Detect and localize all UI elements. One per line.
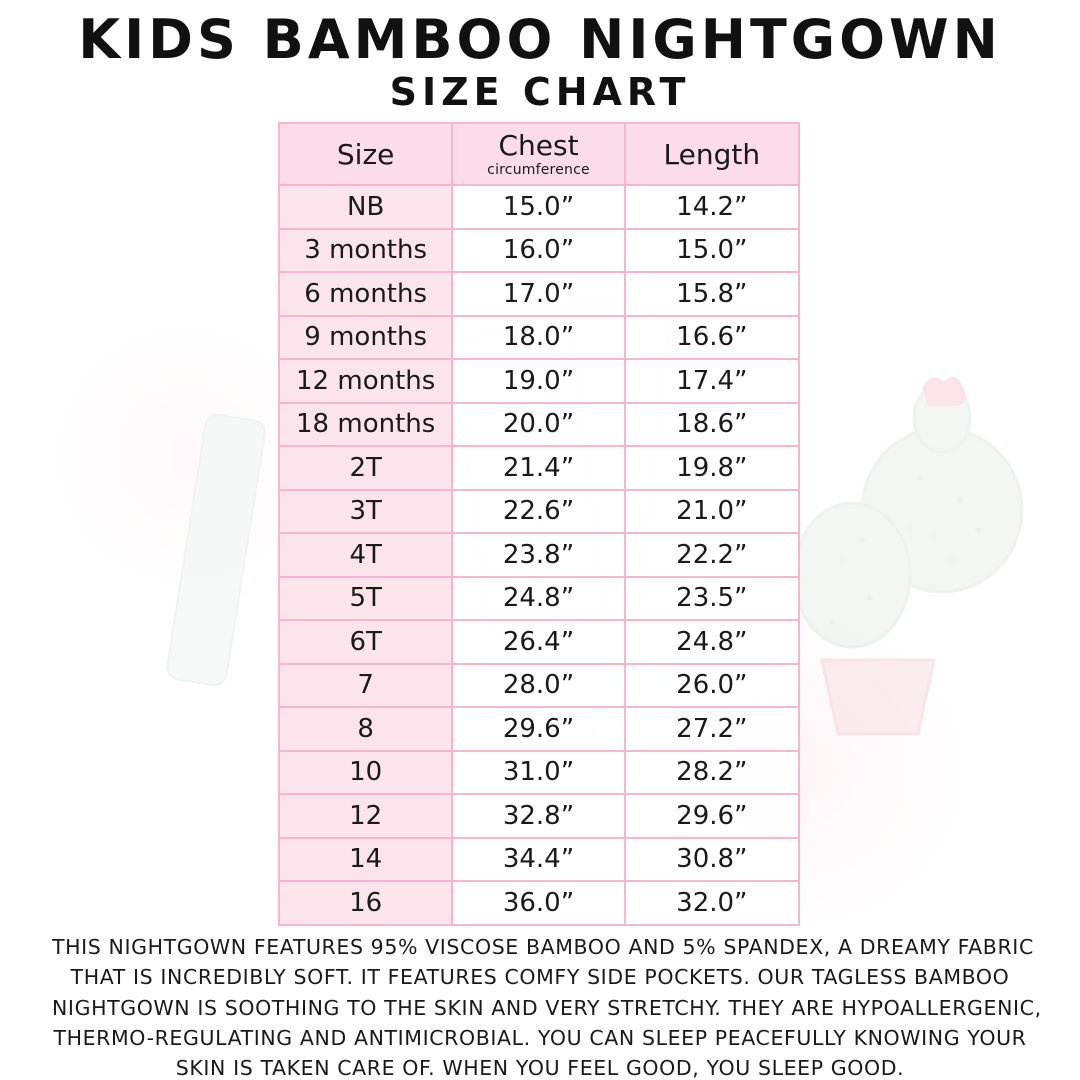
description-line: THAT IS INCREDIBLY SOFT. IT FEATURES COM…: [70, 965, 1010, 990]
table-row: 18 months 20.0” 18.6”: [277, 401, 801, 447]
table-row: 12 32.8” 29.6”: [277, 793, 801, 839]
cactus-watermark-icon: [792, 376, 1024, 736]
cell-chest: 19.0”: [451, 358, 626, 404]
cell-size: 18 months: [277, 401, 454, 447]
description-line: THERMO-REGULATING AND ANTIMICROBIAL. YOU…: [53, 1025, 1027, 1050]
table-row: 12 months 19.0” 17.4”: [277, 358, 801, 404]
cell-chest: 28.0”: [451, 662, 626, 708]
table-row: NB 15.0” 14.2”: [277, 184, 801, 230]
cell-size: 7: [277, 662, 454, 708]
column-header-size: Size: [277, 122, 454, 186]
table-row: 3 months 16.0” 15.0”: [277, 227, 801, 273]
cell-length: 16.6”: [623, 314, 801, 360]
cell-size: 4T: [277, 532, 454, 578]
table-row: 14 34.4” 30.8”: [277, 836, 801, 882]
cell-size: 14: [277, 836, 454, 882]
cell-chest: 16.0”: [451, 227, 626, 273]
table-row: 6T 26.4” 24.8”: [277, 619, 801, 665]
cell-chest: 29.6”: [451, 706, 626, 752]
cell-chest: 34.4”: [451, 836, 626, 882]
table-row: 8 29.6” 27.2”: [277, 706, 801, 752]
column-header-chest: Chest circumference: [451, 122, 626, 186]
cell-length: 26.0”: [623, 662, 801, 708]
cell-chest: 21.4”: [451, 445, 626, 491]
cell-size: 5T: [277, 575, 454, 621]
table-row: 6 months 17.0” 15.8”: [277, 271, 801, 317]
cell-chest: 20.0”: [451, 401, 626, 447]
cell-size: 3 months: [277, 227, 454, 273]
cell-size: 3T: [277, 488, 454, 534]
cell-size: 6T: [277, 619, 454, 665]
description-line: SKIN IS TAKEN CARE OF. WHEN YOU FEEL GOO…: [175, 1056, 905, 1080]
cell-length: 15.8”: [623, 271, 801, 317]
table-row: 16 36.0” 32.0”: [277, 880, 801, 926]
table-row: 5T 24.8” 23.5”: [277, 575, 801, 621]
cell-size: 9 months: [277, 314, 454, 360]
table-row: 4T 23.8” 22.2”: [277, 532, 801, 578]
cell-length: 27.2”: [623, 706, 801, 752]
cell-length: 23.5”: [623, 575, 801, 621]
cell-length: 30.8”: [623, 836, 801, 882]
cell-chest: 23.8”: [451, 532, 626, 578]
cell-chest: 31.0”: [451, 749, 626, 795]
table-row: 7 28.0” 26.0”: [277, 662, 801, 708]
cell-length: 24.8”: [623, 619, 801, 665]
cell-chest: 17.0”: [451, 271, 626, 317]
column-header-size-label: Size: [336, 137, 395, 171]
cell-size: 8: [277, 706, 454, 752]
table-header: Size Chest circumference Length: [277, 122, 801, 186]
description-line: NIGHTGOWN IS SOOTHING TO THE SKIN AND VE…: [52, 995, 1042, 1020]
cell-length: 28.2”: [623, 749, 801, 795]
cell-chest: 32.8”: [451, 793, 626, 839]
product-description: THIS NIGHTGOWN FEATURES 95% VISCOSE BAMB…: [0, 932, 1080, 1080]
cell-length: 15.0”: [623, 227, 801, 273]
cell-chest: 26.4”: [451, 619, 626, 665]
cell-length: 29.6”: [623, 793, 801, 839]
table-row: 3T 22.6” 21.0”: [277, 488, 801, 534]
cell-size: 12 months: [277, 358, 454, 404]
paper-card-watermark-left: [164, 411, 268, 689]
page-title: KIDS BAMBOO NIGHTGOWN: [78, 8, 1002, 71]
page-subtitle: SIZE CHART: [389, 70, 691, 115]
cell-size: 2T: [277, 445, 454, 491]
table-header-row: Size Chest circumference Length: [277, 122, 801, 186]
pink-blob-watermark-left: [60, 330, 310, 580]
cell-size: 12: [277, 793, 454, 839]
cell-length: 19.8”: [623, 445, 801, 491]
table-row: 9 months 18.0” 16.6”: [277, 314, 801, 360]
cell-size: 10: [277, 749, 454, 795]
description-line: THIS NIGHTGOWN FEATURES 95% VISCOSE BAMB…: [52, 935, 1034, 959]
size-chart-table: Size Chest circumference Length NB 15.0” 1…: [277, 122, 801, 926]
cell-chest: 18.0”: [451, 314, 626, 360]
column-header-chest-label: Chest: [498, 128, 579, 162]
cell-chest: 22.6”: [451, 488, 626, 534]
cell-size: NB: [277, 184, 454, 230]
cell-length: 22.2”: [623, 532, 801, 578]
title-block: KIDS BAMBOO NIGHTGOWN SIZE CHART: [0, 0, 1080, 115]
column-header-length-label: Length: [663, 137, 761, 171]
cell-chest: 15.0”: [451, 184, 626, 230]
cell-length: 14.2”: [623, 184, 801, 230]
column-header-length: Length: [623, 122, 801, 186]
cell-length: 21.0”: [623, 488, 801, 534]
table-row: 10 31.0” 28.2”: [277, 749, 801, 795]
cell-chest: 36.0”: [451, 880, 626, 926]
table-body: NB 15.0” 14.2” 3 months 16.0” 15.0” 6 months 17…: [277, 184, 801, 926]
cell-length: 32.0”: [623, 880, 801, 926]
table-row: 2T 21.4” 19.8”: [277, 445, 801, 491]
cell-chest: 24.8”: [451, 575, 626, 621]
cell-length: 18.6”: [623, 401, 801, 447]
cell-size: 6 months: [277, 271, 454, 317]
column-header-chest-sublabel: circumference: [487, 161, 590, 178]
cell-size: 16: [277, 880, 454, 926]
cell-length: 17.4”: [623, 358, 801, 404]
size-chart-table-container: Size Chest circumference Length NB 15.0” 1…: [277, 122, 801, 926]
